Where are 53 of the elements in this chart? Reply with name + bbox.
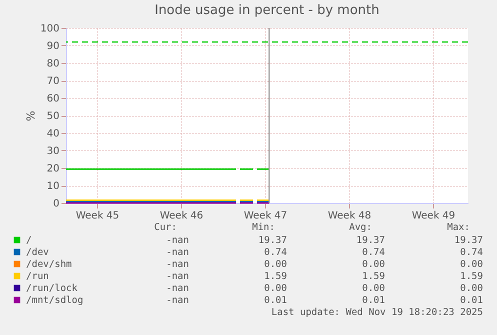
text: 0.00 bbox=[362, 283, 386, 294]
text: 0.00 bbox=[362, 259, 386, 270]
y-tick-label: 70 bbox=[46, 76, 60, 87]
text: -nan bbox=[166, 235, 189, 246]
text: 0.00 bbox=[460, 259, 484, 270]
text: 0.00 bbox=[460, 283, 484, 294]
text: Last update: Wed Nov 19 18:20:23 2025 bbox=[271, 307, 483, 318]
x-tick-label: Week 49 bbox=[412, 210, 456, 222]
text: Cur: bbox=[154, 222, 177, 233]
text: 0.01 bbox=[264, 295, 288, 306]
legend-label: / bbox=[26, 235, 32, 246]
text: 0.74 bbox=[362, 247, 386, 258]
text: -nan bbox=[166, 271, 189, 282]
text: Min: bbox=[252, 222, 275, 233]
text: 1.59 bbox=[264, 271, 288, 282]
text: 19.37 bbox=[258, 235, 287, 246]
text: 0.00 bbox=[264, 259, 288, 270]
y-tick-label: 20 bbox=[46, 164, 60, 174]
text: -nan bbox=[166, 295, 189, 306]
text: 19.37 bbox=[454, 235, 483, 246]
text: Max: bbox=[447, 222, 470, 233]
text: 0.00 bbox=[264, 283, 288, 294]
x-tick-label: Week 48 bbox=[328, 210, 372, 222]
y-tick-label: 40 bbox=[46, 128, 60, 140]
legend-label: /mnt/sdlog bbox=[26, 295, 84, 306]
y-tick-label: 100 bbox=[40, 24, 60, 34]
text: 0.01 bbox=[362, 295, 386, 306]
y-axis-title: % bbox=[24, 110, 38, 122]
text: 0.01 bbox=[460, 295, 484, 306]
text: -nan bbox=[166, 283, 189, 294]
text: 1.59 bbox=[460, 271, 484, 282]
x-tick-label: Week 46 bbox=[160, 210, 204, 222]
legend-label: /run/lock bbox=[26, 283, 78, 294]
legend-label: /dev bbox=[26, 247, 50, 258]
text: -nan bbox=[166, 247, 189, 258]
legend-label: /run bbox=[26, 271, 49, 282]
y-tick-label: 50 bbox=[46, 111, 60, 122]
y-tick-label: 10 bbox=[46, 181, 60, 192]
text: 1.59 bbox=[362, 271, 386, 282]
y-tick-label: 0 bbox=[53, 198, 60, 210]
y-tick-label: 90 bbox=[46, 41, 60, 52]
x-tick-label: Week 45 bbox=[76, 210, 120, 222]
chart-title: Inode usage in percent - by month bbox=[154, 3, 380, 18]
text: 0.74 bbox=[264, 247, 288, 258]
y-tick-label: 30 bbox=[46, 146, 60, 157]
text: 19.37 bbox=[356, 235, 385, 246]
y-tick-label: 80 bbox=[46, 58, 60, 70]
text: Avg: bbox=[349, 222, 372, 233]
legend-label: /dev/shm bbox=[26, 259, 72, 270]
text: 0.74 bbox=[460, 247, 484, 258]
y-tick-label: 60 bbox=[46, 94, 60, 104]
text: -nan bbox=[166, 259, 189, 270]
x-tick-label: Week 47 bbox=[244, 210, 288, 222]
